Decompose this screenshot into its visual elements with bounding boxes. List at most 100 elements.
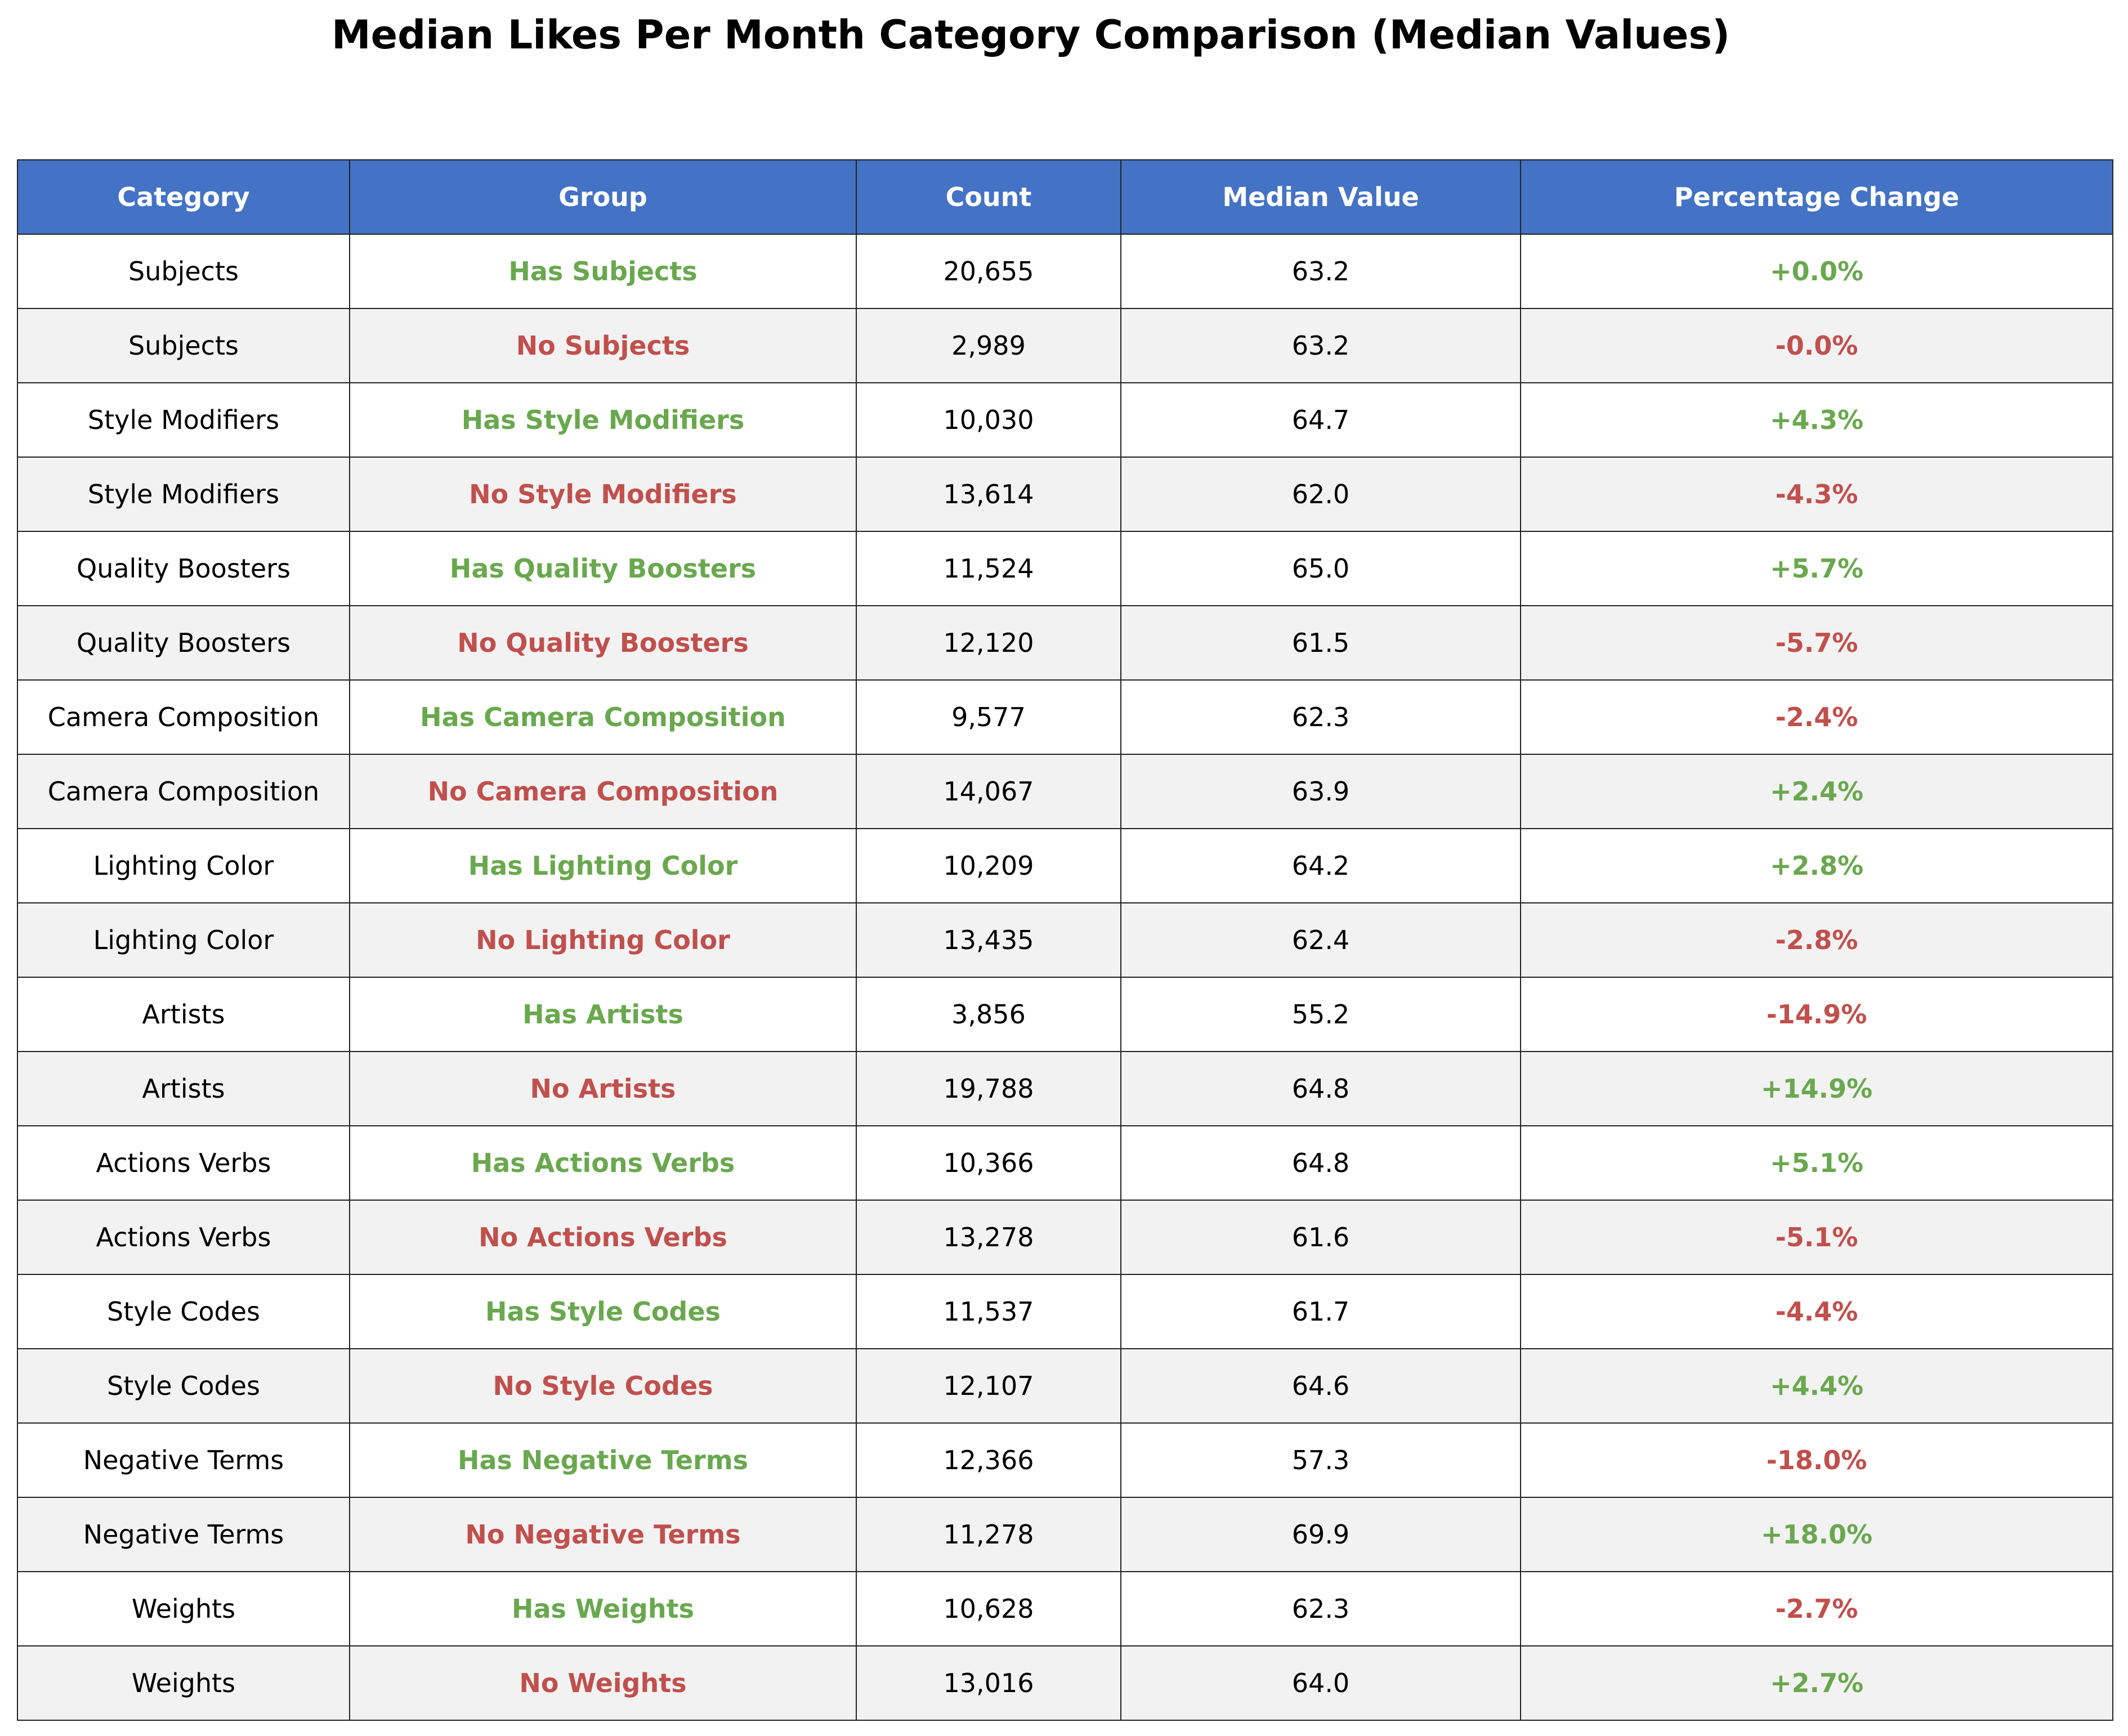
table-row: Weights Has Weights 10,628 62.3 -2.7% xyxy=(17,1571,2113,1646)
group-cell: Has Weights xyxy=(349,1571,857,1646)
median-value-cell: 61.6 xyxy=(1120,1200,1521,1275)
group-cell: Has Quality Boosters xyxy=(349,531,857,606)
count-cell: 10,628 xyxy=(856,1571,1121,1646)
comparison-table-container: Category Group Count Median Value Percen… xyxy=(17,159,2113,1721)
median-value-cell: 69.9 xyxy=(1120,1497,1521,1572)
group-cell: No Negative Terms xyxy=(349,1497,857,1572)
count-cell: 20,655 xyxy=(856,234,1121,309)
percentage-change-cell: +18.0% xyxy=(1520,1497,2113,1572)
group-cell: No Weights xyxy=(349,1645,857,1721)
count-cell: 10,030 xyxy=(856,382,1121,458)
category-cell: Subjects xyxy=(17,234,350,309)
percentage-change-cell: -14.9% xyxy=(1520,977,2113,1052)
group-cell: Has Actions Verbs xyxy=(349,1125,857,1201)
percentage-change-cell: -2.8% xyxy=(1520,902,2113,978)
percentage-change-cell: +0.0% xyxy=(1520,234,2113,309)
table-row: Subjects No Subjects 2,989 63.2 -0.0% xyxy=(17,308,2113,383)
group-cell: No Actions Verbs xyxy=(349,1200,857,1275)
category-cell: Actions Verbs xyxy=(17,1200,350,1275)
table-row: Quality Boosters No Quality Boosters 12,12… xyxy=(17,605,2113,681)
group-cell: Has Camera Composition xyxy=(349,679,857,755)
median-value-cell: 65.0 xyxy=(1120,531,1521,606)
count-cell: 11,278 xyxy=(856,1497,1121,1572)
table-header: Category Group Count Median Value Percen… xyxy=(17,159,2113,235)
category-cell: Style Modifiers xyxy=(17,382,350,458)
median-value-cell: 55.2 xyxy=(1120,977,1521,1052)
count-cell: 2,989 xyxy=(856,308,1121,383)
percentage-change-cell: -5.1% xyxy=(1520,1200,2113,1275)
table-row: Actions Verbs No Actions Verbs 13,278 61.6-… xyxy=(17,1200,2113,1275)
table-row: Artists Has Artists 3,856 55.2 -14.9% xyxy=(17,977,2113,1052)
median-value-cell: 63.2 xyxy=(1120,308,1521,383)
category-cell: Artists xyxy=(17,977,350,1052)
count-cell: 3,856 xyxy=(856,977,1121,1052)
percentage-change-cell: -4.3% xyxy=(1520,457,2113,532)
group-cell: No Subjects xyxy=(349,308,857,383)
category-cell: Quality Boosters xyxy=(17,605,350,681)
median-value-cell: 64.0 xyxy=(1120,1645,1521,1721)
median-value-cell: 62.3 xyxy=(1120,1571,1521,1646)
category-cell: Camera Composition xyxy=(17,679,350,755)
median-value-cell: 61.5 xyxy=(1120,605,1521,681)
group-cell: Has Subjects xyxy=(349,234,857,309)
count-cell: 11,524 xyxy=(856,531,1121,606)
count-cell: 11,537 xyxy=(856,1274,1121,1349)
count-cell: 9,577 xyxy=(856,679,1121,755)
category-cell: Lighting Color xyxy=(17,828,350,903)
chart-title: Median Likes Per Month Category Comparis… xyxy=(331,12,1731,58)
category-cell: Style Codes xyxy=(17,1274,350,1349)
category-cell: Style Modifiers xyxy=(17,457,350,532)
group-cell: No Lighting Color xyxy=(349,902,857,978)
percentage-change-cell: +5.1% xyxy=(1520,1125,2113,1201)
percentage-change-cell: +14.9% xyxy=(1520,1051,2113,1126)
percentage-change-cell: +2.7% xyxy=(1520,1645,2113,1721)
count-cell: 12,120 xyxy=(856,605,1121,681)
header-row: Category Group Count Median Value Percen… xyxy=(17,159,2113,235)
table-row: Style Modifiers No Style Modifiers 13,614 6… xyxy=(17,457,2113,532)
count-cell: 13,614 xyxy=(856,457,1121,532)
median-value-cell: 62.4 xyxy=(1120,902,1521,978)
column-header-median-value: Median Value xyxy=(1120,159,1521,235)
table-row: Actions Verbs Has Actions Verbs 10,366 64.8… xyxy=(17,1125,2113,1201)
median-value-cell: 63.9 xyxy=(1120,754,1521,829)
median-value-cell: 64.7 xyxy=(1120,382,1521,458)
category-cell: Negative Terms xyxy=(17,1422,350,1498)
comparison-table: Category Group Count Median Value Percen… xyxy=(17,159,2113,1721)
table-body: Subjects Has Subjects 20,655 63.2 +0.0% Subje… xyxy=(17,234,2113,1721)
percentage-change-cell: -4.4% xyxy=(1520,1274,2113,1349)
column-header-category: Category xyxy=(17,159,350,235)
category-cell: Subjects xyxy=(17,308,350,383)
count-cell: 19,788 xyxy=(856,1051,1121,1126)
group-cell: No Style Modifiers xyxy=(349,457,857,532)
median-value-cell: 64.8 xyxy=(1120,1051,1521,1126)
group-cell: Has Artists xyxy=(349,977,857,1052)
percentage-change-cell: -2.4% xyxy=(1520,679,2113,755)
count-cell: 10,366 xyxy=(856,1125,1121,1201)
percentage-change-cell: -18.0% xyxy=(1520,1422,2113,1498)
median-value-cell: 64.2 xyxy=(1120,828,1521,903)
table-row: Quality Boosters Has Quality Boosters 11,5… xyxy=(17,531,2113,606)
table-row: Style Modifiers Has Style Modifiers 10,030… xyxy=(17,382,2113,458)
percentage-change-cell: +4.4% xyxy=(1520,1348,2113,1424)
percentage-change-cell: -0.0% xyxy=(1520,308,2113,383)
table-row: Style Codes Has Style Codes 11,537 61.7 -4.4… xyxy=(17,1274,2113,1349)
category-cell: Actions Verbs xyxy=(17,1125,350,1201)
count-cell: 14,067 xyxy=(856,754,1121,829)
table-row: Lighting Color No Lighting Color 13,435 62.… xyxy=(17,902,2113,978)
median-value-cell: 57.3 xyxy=(1120,1422,1521,1498)
median-value-cell: 64.6 xyxy=(1120,1348,1521,1424)
median-value-cell: 64.8 xyxy=(1120,1125,1521,1201)
group-cell: Has Negative Terms xyxy=(349,1422,857,1498)
column-header-percentage-change: Percentage Change xyxy=(1520,159,2113,235)
percentage-change-cell: -5.7% xyxy=(1520,605,2113,681)
category-cell: Style Codes xyxy=(17,1348,350,1424)
category-cell: Camera Composition xyxy=(17,754,350,829)
group-cell: No Camera Composition xyxy=(349,754,857,829)
table-row: Camera Composition Has Camera Composition… xyxy=(17,679,2113,755)
table-row: Artists No Artists 19,788 64.8 +14.9% xyxy=(17,1051,2113,1126)
median-value-cell: 62.3 xyxy=(1120,679,1521,755)
category-cell: Quality Boosters xyxy=(17,531,350,606)
table-row: Camera Composition No Camera Composition 1… xyxy=(17,754,2113,829)
table-row: Style Codes No Style Codes 12,107 64.6 +4.4% xyxy=(17,1348,2113,1424)
table-row: Negative Terms Has Negative Terms 12,366 57… xyxy=(17,1422,2113,1498)
